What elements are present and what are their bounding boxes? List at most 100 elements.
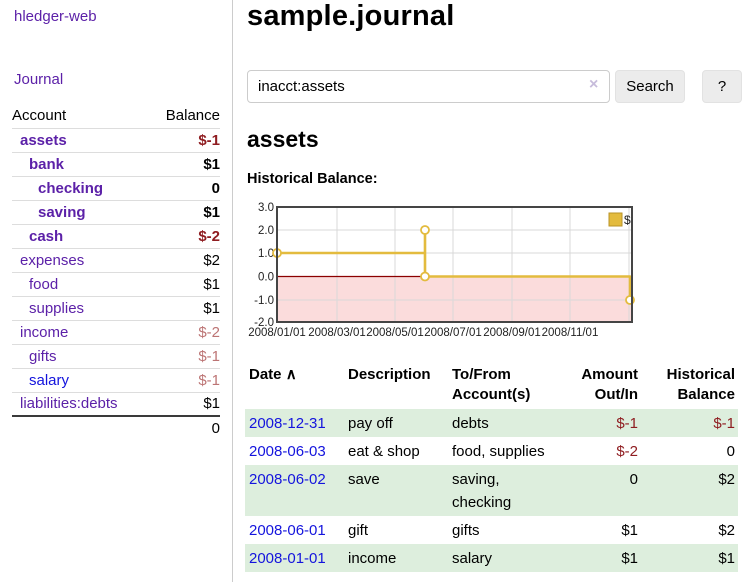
account-link-food[interactable]: food: [29, 275, 59, 293]
search-input[interactable]: [247, 70, 610, 103]
account-link-cash[interactable]: cash: [29, 227, 64, 245]
account-balance: $1: [149, 151, 220, 176]
account-link-bank[interactable]: bank: [29, 155, 65, 173]
transaction-amount: $-1: [616, 414, 638, 432]
svg-text:2008/05/01: 2008/05/01: [366, 327, 424, 339]
account-row: supplies $1: [12, 295, 220, 320]
transaction-description: income: [348, 549, 397, 567]
svg-text:0.0: 0.0: [258, 272, 274, 284]
account-link-salary[interactable]: salary: [29, 371, 70, 389]
description-column-header: Description: [348, 366, 431, 383]
account-balance: $1: [149, 391, 220, 416]
account-link-checking[interactable]: checking: [38, 179, 104, 197]
transaction-amount: $1: [621, 549, 638, 567]
help-button[interactable]: ?: [702, 70, 742, 103]
account-row: assets $-1: [12, 127, 220, 152]
register-table: Date ∧ Description To/From Account(s) Am…: [245, 363, 738, 572]
account-link-income[interactable]: income: [20, 323, 69, 341]
transaction-description: save: [348, 470, 380, 488]
balance-column-header: Historical Balance: [666, 366, 735, 403]
account-row: food $1: [12, 271, 220, 296]
transaction-accounts: gifts: [452, 521, 480, 539]
sort-asc-icon: ∧: [285, 366, 297, 383]
sidebar-divider: [232, 0, 233, 582]
transaction-amount: $-2: [616, 442, 638, 460]
transaction-date-link[interactable]: 2008-01-01: [249, 549, 326, 567]
account-link-supplies[interactable]: supplies: [29, 299, 85, 317]
transaction-date-link[interactable]: 2008-12-31: [249, 414, 326, 432]
account-row: expenses $2: [12, 247, 220, 272]
account-row: gifts $-1: [12, 343, 220, 368]
svg-text:3.0: 3.0: [258, 202, 274, 214]
account-link-expenses[interactable]: expenses: [20, 251, 85, 269]
svg-text:2008/03/01: 2008/03/01: [308, 327, 366, 339]
legend-label: $: [624, 213, 631, 227]
legend-swatch: [608, 212, 623, 227]
svg-text:2008/11/01: 2008/11/01: [542, 327, 599, 339]
svg-text:2008/01/01: 2008/01/01: [248, 327, 306, 339]
svg-text:2008/07/01: 2008/07/01: [424, 327, 482, 339]
transaction-date-link[interactable]: 2008-06-03: [249, 442, 326, 460]
account-balance: $-1: [149, 367, 220, 392]
account-link-liabilities-debts[interactable]: liabilities:debts: [20, 395, 118, 413]
account-row: cash $-2: [12, 223, 220, 248]
y-axis-labels: 3.0 2.0 1.0 0.0 -1.0 -2.0: [254, 202, 274, 329]
accounts-total-row: 0: [12, 415, 220, 440]
transaction-accounts: salary: [452, 549, 493, 567]
account-row: liabilities:debts $1: [12, 391, 220, 416]
accounts-header-row: Account Balance: [12, 104, 220, 128]
account-link-saving[interactable]: saving: [38, 203, 86, 221]
x-axis-labels: 2008/01/01 2008/03/01 2008/05/01 2008/07…: [248, 327, 598, 339]
register-row: 2008-06-03 eat & shop food, supplies $-2…: [245, 437, 738, 465]
transaction-balance: $-1: [713, 414, 735, 432]
register-header-row: Date ∧ Description To/From Account(s) Am…: [245, 363, 738, 409]
transaction-date-link[interactable]: 2008-06-02: [249, 470, 326, 488]
account-balance: $-2: [149, 319, 220, 344]
svg-text:-2.0: -2.0: [254, 317, 274, 329]
accounts-total-value: 0: [149, 415, 220, 440]
transaction-description: pay off: [348, 414, 393, 432]
transaction-accounts: food, supplies: [452, 442, 545, 460]
transaction-amount: $1: [621, 521, 638, 539]
negative-region: [277, 276, 632, 322]
register-row: 2008-06-01 gift gifts $1 $2: [245, 516, 738, 544]
account-balance: $2: [149, 247, 220, 272]
search-button[interactable]: Search: [615, 70, 685, 103]
transaction-accounts: debts: [452, 414, 489, 432]
transaction-date-link[interactable]: 2008-06-01: [249, 521, 326, 539]
account-balance: $1: [149, 199, 220, 224]
brand-link[interactable]: hledger-web: [14, 8, 97, 25]
sidebar-item-journal[interactable]: Journal: [14, 71, 64, 88]
transaction-amount: 0: [629, 470, 638, 488]
account-row: salary $-1: [12, 367, 220, 392]
svg-text:2.0: 2.0: [258, 225, 274, 237]
clear-search-icon[interactable]: ×: [589, 76, 599, 93]
account-row: checking 0: [12, 175, 220, 200]
account-balance: $1: [149, 271, 220, 296]
account-link-assets[interactable]: assets: [20, 131, 67, 149]
account-link-gifts[interactable]: gifts: [29, 347, 57, 365]
register-row: 2008-12-31 pay off debts $-1 $-1: [245, 409, 738, 437]
transaction-balance: $2: [718, 470, 735, 488]
svg-text:2008/09/01: 2008/09/01: [483, 327, 541, 339]
legend: $: [608, 212, 631, 227]
page-title: sample.journal: [247, 0, 455, 32]
chart-title: Historical Balance:: [247, 171, 378, 187]
account-row: income $-2: [12, 319, 220, 344]
transaction-accounts: saving, checking: [452, 470, 512, 511]
search-form: × Search ?: [247, 70, 742, 103]
register-row: 2008-06-02 save saving, checking 0 $2: [245, 465, 738, 516]
transaction-balance: 0: [726, 442, 735, 460]
amount-column-header: Amount Out/In: [581, 366, 638, 403]
account-row: bank $1: [12, 151, 220, 176]
account-row: saving $1: [12, 199, 220, 224]
account-balance: $-2: [149, 223, 220, 248]
date-column-header[interactable]: Date ∧: [249, 366, 297, 383]
accounts-table: Account Balance assets $-1 bank $1 check…: [12, 104, 220, 440]
transaction-description: gift: [348, 521, 369, 539]
register-row: 2008-01-01 income salary $1 $1: [245, 544, 738, 572]
account-page-title: assets: [247, 126, 319, 152]
account-balance: 0: [149, 175, 220, 200]
accounts-column-header: To/From Account(s): [452, 366, 531, 403]
balance-column-header: Balance: [165, 107, 220, 125]
